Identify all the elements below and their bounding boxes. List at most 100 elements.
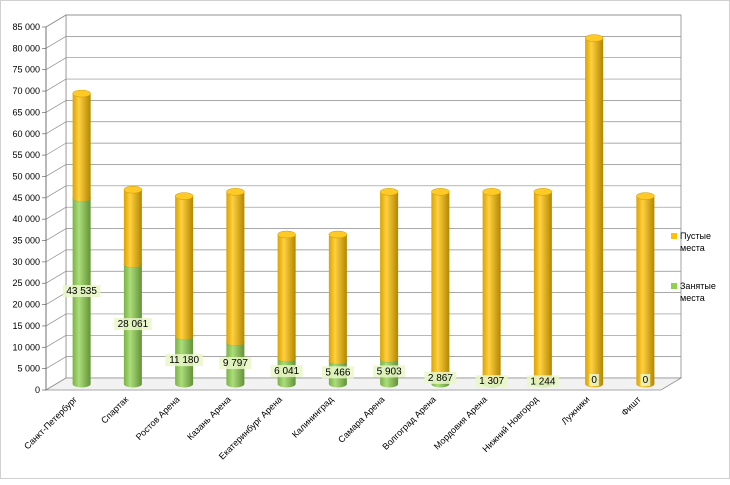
bar-empty-body [636,196,655,388]
y-tick-label: 15 000 [12,321,40,331]
category-label: Калининград [290,394,336,440]
bar-empty-top [584,34,604,42]
data-label: 5 903 [377,366,402,377]
y-axis-ticks: 0 5 000 10 000 15 000 20 000 25 000 30 000 35 0… [12,22,47,395]
gridline-side [45,142,67,156]
gridline-side [45,228,67,241]
y-tick-label: 85 000 [12,22,40,32]
bar-empty-body [277,234,296,362]
legend-label: места [680,243,705,253]
bar-empty-top [482,188,501,196]
legend-label: Пустые [680,231,711,241]
bar-empty-top [277,230,296,239]
gridline-side [45,313,67,327]
data-label-bg [424,371,457,384]
data-label-bg [640,374,651,386]
gridline-side [45,57,67,71]
x-axis-categories: Санкт-Петербург Спартак Ростов Арена Казань… [22,394,643,462]
gridline-side [45,185,67,199]
bar-group [72,89,91,388]
gridline-side [45,206,67,220]
category-label: Ростов Арена [134,394,182,442]
bar-empty-body [175,196,194,340]
data-label: 5 466 [325,367,350,378]
gridlines [45,14,681,369]
y-tick-label: 5 000 [17,364,40,374]
bar-empty-body [380,191,399,363]
bar-empty-top [72,89,91,98]
data-label-bg [475,375,508,388]
bar-empty-top [533,188,553,196]
gridline-side [45,270,67,284]
bar-empty-body [533,191,552,383]
y-tick-label: 60 000 [12,129,40,139]
gridline-side [45,36,67,49]
y-tick-label: 25 000 [12,278,40,288]
bar-empty-body [482,191,501,382]
gridline-side [45,121,67,135]
bar-empty-top [636,192,655,200]
y-tick-label: 65 000 [12,107,40,117]
y-tick-label: 40 000 [12,214,40,224]
bar-empty-top [379,188,399,196]
y-tick-label: 70 000 [12,86,40,96]
gridline-side [45,14,67,28]
data-label-bg [62,285,101,298]
data-label: 43 535 [66,286,97,297]
bar-empty-body [72,93,91,202]
bar-empty-body [226,191,245,346]
data-label: 6 041 [274,366,299,377]
category-label: Спартак [99,394,130,425]
legend-swatch [671,283,677,289]
floor [44,377,683,391]
legend: Пустые места Занятые места [671,231,716,303]
data-label-bg [589,374,599,386]
data-label-bg [114,318,152,331]
data-label-bg [321,366,354,379]
data-label-bg [165,354,203,367]
y-tick-label: 30 000 [12,257,40,267]
bar-group [328,230,348,388]
gridline-side [45,100,67,113]
data-label: 9 797 [223,358,248,369]
legend-label: места [680,293,705,303]
data-label: 1 244 [530,376,555,387]
y-tick-label: 10 000 [12,342,40,352]
legend-swatch [671,233,677,239]
data-label: 0 [591,375,597,386]
side-wall [45,14,67,391]
bar-empty-top [431,188,450,196]
y-tick-label: 45 000 [12,193,40,203]
bar-empty-body [585,38,604,388]
bar-empty-body [328,234,347,365]
category-label: Волгоград Арена [380,394,437,451]
gridline-side [45,164,67,177]
category-label: Мордовия Арена [432,394,489,451]
category-label: Казань Арена [185,394,233,442]
bar-group [277,230,296,388]
legend-label: Занятые [680,281,716,291]
bar-group [123,185,143,388]
bar-group [431,188,450,388]
y-tick-label: 50 000 [12,171,40,181]
gridline-side [45,334,67,348]
y-tick-label: 20 000 [12,300,40,310]
y-tick-label: 75 000 [12,65,40,75]
bar-group [533,188,553,388]
category-label: Самара Арена [336,394,386,444]
data-label-bg [219,357,252,370]
bar-group [636,192,655,388]
y-tick-label: 80 000 [12,43,40,53]
bar-group [482,188,501,388]
bar-empty-body [431,191,450,376]
bar-empty-top [123,185,143,194]
data-label-bg [270,365,303,378]
bar-empty-top [174,192,194,200]
data-label: 11 180 [169,355,199,366]
gridline-side [45,292,67,305]
category-label: Нижний Новгород [481,394,541,454]
data-labels: 43 535 28 061 11 180 9 797 6 041 5 466 5 903 2 … [62,285,651,388]
data-label: 0 [643,375,649,386]
